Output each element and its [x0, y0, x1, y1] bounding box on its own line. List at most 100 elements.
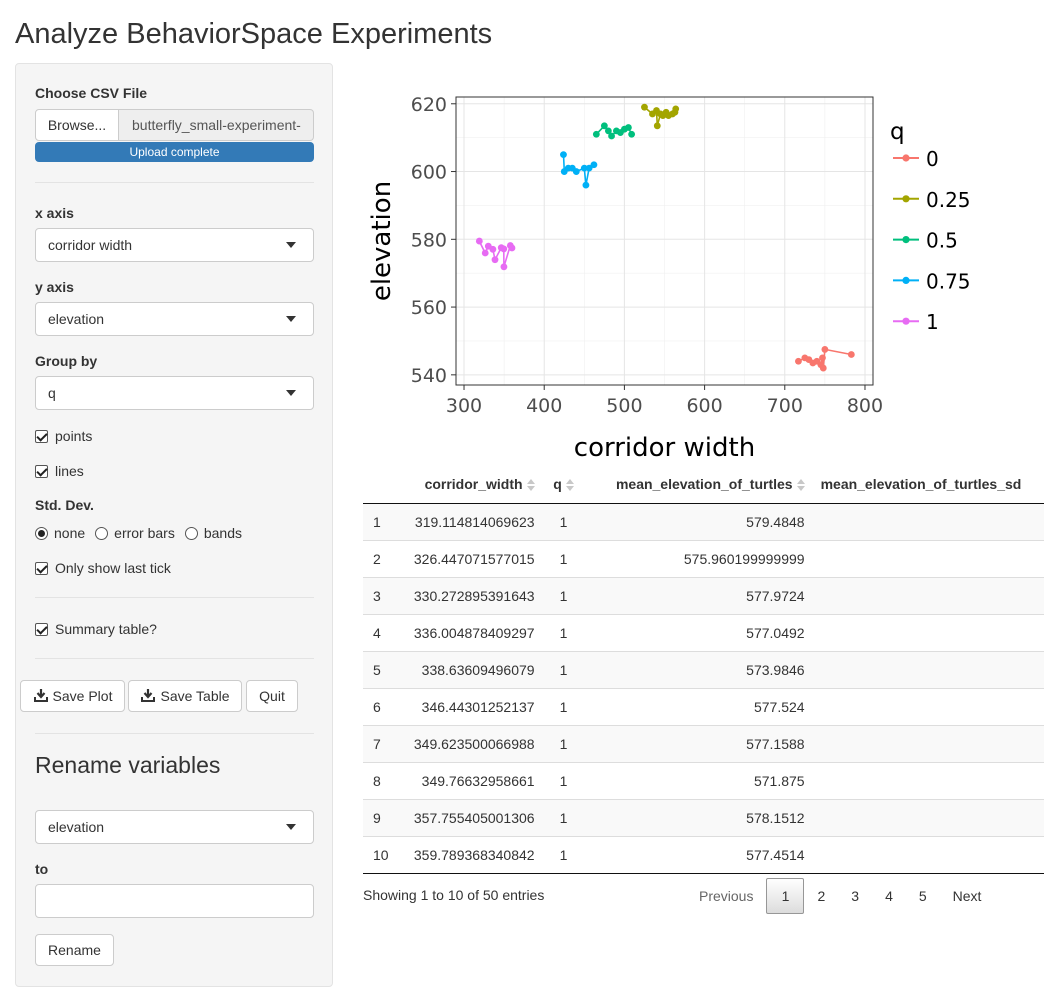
std-radio-none[interactable]: none	[35, 525, 85, 541]
table-row[interactable]: 1 319.114814069623 1 579.4848	[363, 502, 1044, 540]
points-checkbox[interactable]: points	[35, 428, 92, 444]
legend-item: 0.5	[893, 229, 958, 253]
data-point	[600, 122, 608, 130]
sort-icon	[565, 478, 574, 492]
series-0.5	[592, 122, 636, 140]
table-row[interactable]: 7 349.623500066988 1 577.1588	[363, 724, 1044, 762]
cell-index: 9	[363, 798, 397, 836]
cell-mean-elevation-sd	[812, 835, 1044, 874]
cell-mean-elevation: 577.1588	[584, 724, 813, 762]
data-point	[628, 130, 636, 138]
data-point	[625, 124, 632, 131]
data-point	[590, 161, 598, 169]
quit-button[interactable]: Quit	[246, 680, 298, 712]
y-axis-value: elevation	[48, 311, 105, 327]
y-tick-label: 620	[411, 94, 447, 116]
std-radio-error-bars[interactable]: error bars	[95, 525, 175, 541]
pagination-page-1[interactable]: 1	[766, 878, 805, 914]
x-axis-title: corridor width	[574, 433, 755, 463]
browse-button[interactable]: Browse...	[35, 109, 119, 141]
divider	[35, 597, 314, 598]
save-plot-button[interactable]: Save Plot	[20, 680, 125, 712]
save-table-button[interactable]: Save Table	[128, 680, 242, 712]
upload-progress-bar: Upload complete	[35, 142, 314, 162]
cell-corridor-width: 326.447071577015	[396, 539, 543, 577]
col-header-mean-elevation-sd[interactable]: mean_elevation_of_turtles_sd	[812, 466, 1044, 504]
cell-index: 5	[363, 650, 397, 688]
data-point	[481, 249, 489, 257]
checkbox-icon	[35, 622, 48, 636]
pagination-page-5[interactable]: 5	[918, 888, 927, 904]
cell-q: 1	[542, 724, 585, 762]
x-tick-label: 600	[686, 395, 722, 417]
lines-checkbox[interactable]: lines	[35, 463, 84, 479]
save-table-label: Save Table	[160, 688, 230, 704]
std-dev-label: Std. Dev.	[35, 497, 94, 513]
table-row[interactable]: 9 357.755405001306 1 578.1512	[363, 798, 1044, 836]
pagination-page-3[interactable]: 3	[851, 888, 860, 904]
table-row[interactable]: 3 330.272895391643 1 577.9724	[363, 576, 1044, 614]
save-plot-label: Save Plot	[52, 688, 113, 704]
data-point	[819, 364, 827, 372]
plot-legend: q0 0.25 0.5 0.75 1	[890, 119, 971, 334]
data-point	[491, 256, 499, 264]
cell-index: 4	[363, 613, 397, 651]
last-tick-checkbox[interactable]: Only show last tick	[35, 560, 171, 576]
table-row[interactable]: 2 326.447071577015 1 575.960199999999	[363, 539, 1044, 577]
data-point	[819, 354, 826, 362]
summary-table-checkbox[interactable]: Summary table?	[35, 621, 157, 637]
data-point	[847, 351, 855, 358]
std-radio-none-label: none	[54, 525, 86, 541]
pagination-page-4[interactable]: 4	[885, 888, 893, 904]
legend-key-point	[902, 195, 910, 203]
std-radio-bands[interactable]: bands	[184, 525, 242, 541]
rename-variables-title: Rename variables	[35, 752, 221, 778]
data-point	[672, 105, 680, 113]
std-radio-error-bars-label: error bars	[114, 525, 175, 541]
rename-button[interactable]: Rename	[35, 934, 114, 966]
cell-index: 3	[363, 576, 397, 614]
data-point	[604, 127, 612, 135]
cell-mean-elevation-sd	[812, 613, 1044, 651]
table-row[interactable]: 8 349.76632958661 1 571.875	[363, 761, 1044, 799]
x-axis-select[interactable]: corridor width	[35, 228, 314, 262]
pagination-page-2[interactable]: 2	[817, 888, 826, 904]
pagination-previous[interactable]: Previous	[699, 888, 754, 904]
cell-corridor-width: 357.755405001306	[396, 798, 543, 836]
col-header-index[interactable]	[363, 466, 397, 504]
col-header-q[interactable]: q	[542, 466, 585, 504]
cell-q: 1	[542, 835, 585, 874]
legend-label: 0.75	[926, 269, 971, 293]
table-row[interactable]: 10 359.789368340842 1 577.4514	[363, 835, 1044, 874]
cell-mean-elevation: 579.4848	[584, 502, 813, 540]
table-row[interactable]: 4 336.004878409297 1 577.0492	[363, 613, 1044, 651]
series-0.75	[560, 151, 598, 189]
y-axis-select[interactable]: elevation	[35, 302, 314, 336]
col-header-label: mean_elevation_of_turtles	[615, 476, 793, 493]
cell-q: 1	[542, 576, 585, 614]
rename-to-input[interactable]	[35, 884, 314, 918]
data-point	[653, 122, 661, 130]
cell-corridor-width: 349.76632958661	[396, 761, 543, 799]
rename-variable-select[interactable]: elevation	[35, 810, 314, 844]
legend-key-point	[902, 236, 910, 244]
group-by-select[interactable]: q	[35, 376, 314, 410]
series-1	[475, 237, 516, 271]
cell-mean-elevation: 577.4514	[584, 835, 813, 874]
cell-mean-elevation: 578.1512	[584, 798, 813, 836]
cell-mean-elevation-sd	[812, 576, 1044, 614]
plot-series	[475, 103, 855, 372]
col-header-label: q	[553, 476, 562, 493]
cell-corridor-width: 330.272895391643	[396, 576, 543, 614]
download-icon	[33, 689, 48, 702]
file-name-field[interactable]: butterfly_small-experiment-	[119, 109, 314, 141]
pagination-next[interactable]: Next	[952, 888, 982, 904]
table-row[interactable]: 6 346.44301252137 1 577.524	[363, 687, 1044, 725]
plot-ticks: 300 400 500 600 700 800 540 560 580 600 620	[411, 94, 883, 417]
table-row[interactable]: 5 338.63609496079 1 573.9846	[363, 650, 1044, 688]
col-header-corridor-width[interactable]: corridor_width	[396, 466, 543, 504]
data-point	[500, 263, 508, 271]
col-header-mean-elevation[interactable]: mean_elevation_of_turtles	[584, 466, 813, 504]
divider	[35, 182, 314, 183]
plot-grid	[456, 97, 873, 385]
